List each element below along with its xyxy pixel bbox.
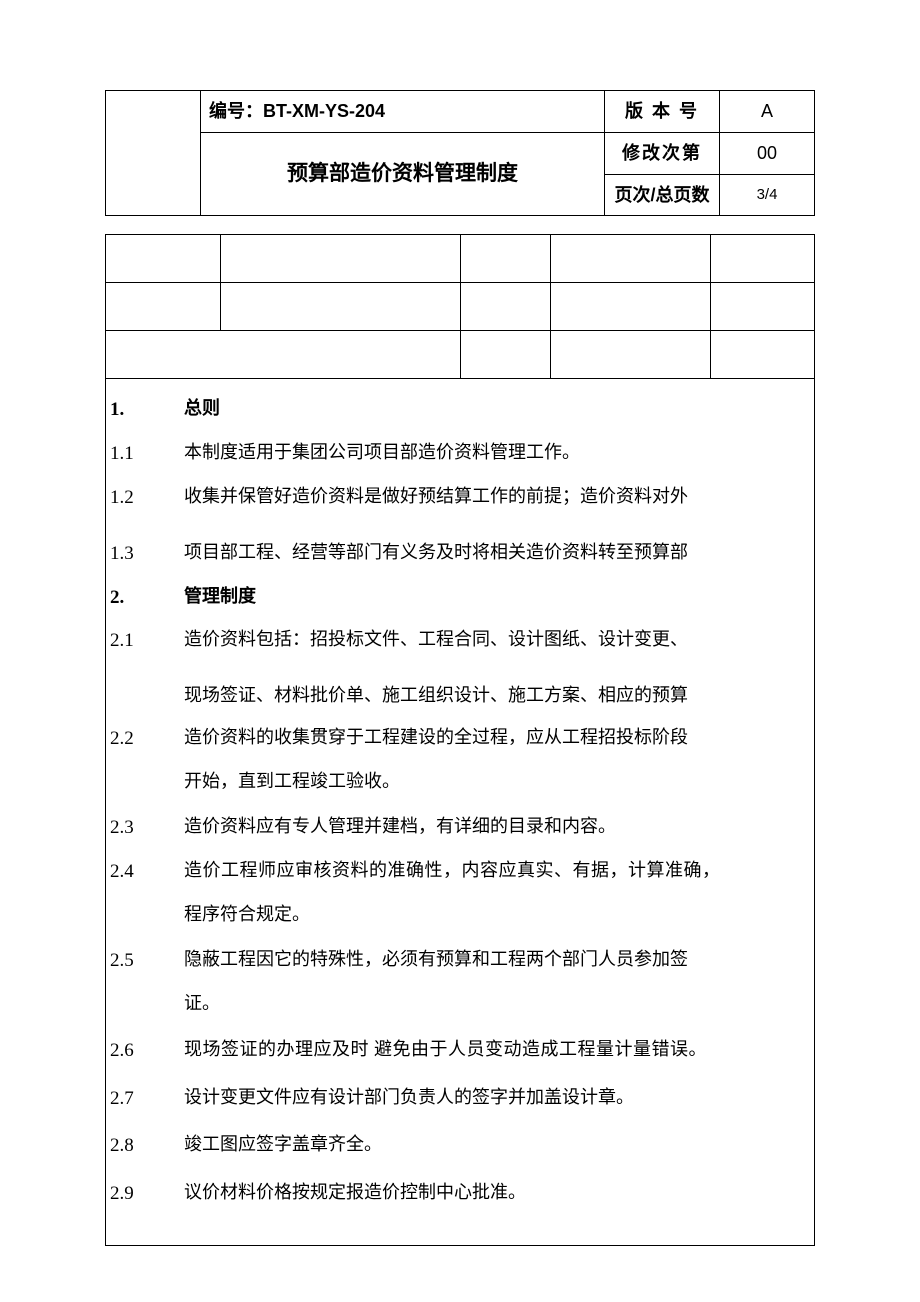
empty-cell <box>711 235 815 283</box>
section-text: 竣工图应签字盖章齐全。 <box>184 1125 802 1165</box>
section-line: 2. 管理制度 <box>106 577 802 619</box>
section-line: 2.2 造价资料的收集贯穿于工程建设的全过程，应从工程招投标阶段 <box>106 718 802 760</box>
section-number: 2.8 <box>106 1125 184 1167</box>
empty-cell <box>551 235 711 283</box>
section-text: 造价资料包括：招投标文件、工程合同、设计图纸、设计变更、 <box>184 620 802 660</box>
section-line: 证。 <box>106 984 802 1024</box>
page-value: 3/4 <box>720 174 815 216</box>
header-code-cell: 编号：BT-XM-YS-204 <box>201 91 605 133</box>
section-text: 设计变更文件应有设计部门负责人的签字并加盖设计章。 <box>184 1078 802 1118</box>
section-line: 2.9 议价材料价格按规定报造价控制中心批准。 <box>106 1173 802 1215</box>
section-text: 议价材料价格按规定报造价控制中心批准。 <box>184 1173 802 1213</box>
section-line: 开始，直到工程竣工验收。 <box>106 762 802 802</box>
document-header-table: 编号：BT-XM-YS-204 版 本 号 A 预算部造价资料管理制度 修改次第… <box>105 90 815 216</box>
section-number: 1. <box>106 389 184 431</box>
section-line: 1.1 本制度适用于集团公司项目部造价资料管理工作。 <box>106 433 802 475</box>
version-label: 版 本 号 <box>605 91 720 133</box>
section-text: 造价资料应有专人管理并建档，有详细的目录和内容。 <box>184 807 802 847</box>
empty-cell <box>106 235 221 283</box>
section-number: 2.4 <box>106 851 184 893</box>
section-text: 隐蔽工程因它的特殊性，必须有预算和工程两个部门人员参加签 <box>184 940 802 980</box>
section-number: 2.5 <box>106 940 184 982</box>
empty-cell <box>461 283 551 331</box>
empty-cell <box>711 283 815 331</box>
section-number: 2.3 <box>106 807 184 849</box>
section-text: 证。 <box>184 984 802 1024</box>
table-row <box>106 283 815 331</box>
empty-cell <box>221 235 461 283</box>
section-line: 1.3 项目部工程、经营等部门有义务及时将相关造价资料转至预算部 <box>106 533 802 575</box>
section-text: 本制度适用于集团公司项目部造价资料管理工作。 <box>184 433 802 473</box>
table-row <box>106 235 815 283</box>
section-text: 项目部工程、经营等部门有义务及时将相关造价资料转至预算部 <box>184 533 802 573</box>
section-number: 2.7 <box>106 1078 184 1120</box>
section-line: 2.3 造价资料应有专人管理并建档，有详细的目录和内容。 <box>106 807 802 849</box>
section-text: 程序符合规定。 <box>184 895 802 935</box>
header-code-label: 编号： <box>209 101 263 121</box>
empty-cell <box>106 283 221 331</box>
section-line: 1.2 收集并保管好造价资料是做好预结算工作的前提；造价资料对外 <box>106 477 802 519</box>
section-number: 2.1 <box>106 620 184 662</box>
empty-cell <box>461 331 551 379</box>
section-text: 总则 <box>184 389 802 429</box>
table-row <box>106 331 815 379</box>
revision-label: 修改次第 <box>605 132 720 174</box>
middle-empty-table <box>105 234 815 379</box>
empty-cell <box>711 331 815 379</box>
header-logo-cell <box>106 91 201 216</box>
section-line: 现场签证、材料批价单、施工组织设计、施工方案、相应的预算 <box>106 676 802 716</box>
revision-value: 00 <box>720 132 815 174</box>
empty-cell <box>221 283 461 331</box>
section-line: 2.7 设计变更文件应有设计部门负责人的签字并加盖设计章。 <box>106 1078 802 1120</box>
section-number: 2.6 <box>106 1030 184 1072</box>
section-number: 2. <box>106 577 184 619</box>
section-line: 1. 总则 <box>106 389 802 431</box>
empty-cell <box>461 235 551 283</box>
section-line: 程序符合规定。 <box>106 895 802 935</box>
empty-cell <box>106 331 461 379</box>
section-line: 2.1 造价资料包括：招投标文件、工程合同、设计图纸、设计变更、 <box>106 620 802 662</box>
header-code-value: BT-XM-YS-204 <box>263 101 385 121</box>
section-text: 现场签证的办理应及时 避免由于人员变动造成工程量计量错误。 <box>184 1030 802 1070</box>
document-title: 预算部造价资料管理制度 <box>201 132 605 216</box>
section-line: 2.4 造价工程师应审核资料的准确性，内容应真实、有据，计算准确， <box>106 851 802 893</box>
version-value: A <box>720 91 815 133</box>
empty-cell <box>551 331 711 379</box>
section-number: 1.3 <box>106 533 184 575</box>
section-number: 2.9 <box>106 1173 184 1215</box>
section-text: 造价资料的收集贯穿于工程建设的全过程，应从工程招投标阶段 <box>184 718 802 758</box>
section-text: 管理制度 <box>184 577 802 617</box>
page-label: 页次/总页数 <box>605 174 720 216</box>
section-line: 2.8 竣工图应签字盖章齐全。 <box>106 1125 802 1167</box>
section-line: 2.5 隐蔽工程因它的特殊性，必须有预算和工程两个部门人员参加签 <box>106 940 802 982</box>
section-number: 2.2 <box>106 718 184 760</box>
document-content: 1. 总则 1.1 本制度适用于集团公司项目部造价资料管理工作。 1.2 收集并… <box>105 379 815 1246</box>
section-text: 造价工程师应审核资料的准确性，内容应真实、有据，计算准确， <box>184 851 802 891</box>
section-text: 开始，直到工程竣工验收。 <box>184 762 802 802</box>
empty-cell <box>551 283 711 331</box>
section-text: 现场签证、材料批价单、施工组织设计、施工方案、相应的预算 <box>184 676 802 716</box>
section-number: 1.1 <box>106 433 184 475</box>
section-text: 收集并保管好造价资料是做好预结算工作的前提；造价资料对外 <box>184 477 802 517</box>
section-number: 1.2 <box>106 477 184 519</box>
section-line: 2.6 现场签证的办理应及时 避免由于人员变动造成工程量计量错误。 <box>106 1030 802 1072</box>
